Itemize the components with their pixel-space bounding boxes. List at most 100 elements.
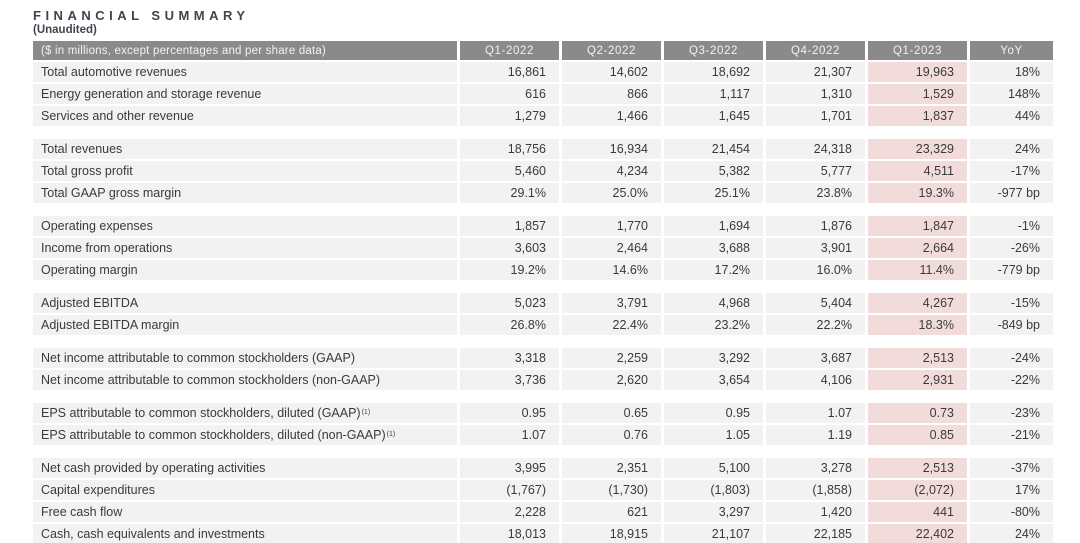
cell-q4-2022: 22,185 bbox=[766, 524, 865, 543]
cell-yoy: 18% bbox=[970, 62, 1053, 82]
cell-q2-2022: 621 bbox=[562, 502, 661, 522]
cell-yoy: -80% bbox=[970, 502, 1053, 522]
financial-summary-table: ($ in millions, except percentages and p… bbox=[33, 41, 1053, 543]
cell-q2-2022: 22.4% bbox=[562, 315, 661, 335]
column-header-q1-2023: Q1-2023 bbox=[868, 41, 967, 60]
cell-q1-2022: 3,603 bbox=[460, 238, 559, 258]
cell-q3-2022: 0.95 bbox=[664, 403, 763, 423]
table-row: Income from operations 3,603 2,464 3,688 3,9… bbox=[33, 238, 1053, 258]
cell-q2-2022: 14.6% bbox=[562, 260, 661, 280]
cell-q1-2023: 441 bbox=[868, 502, 967, 522]
cell-q2-2022: 2,351 bbox=[562, 458, 661, 478]
table-row: Total revenues 18,756 16,934 21,454 24,318 23… bbox=[33, 139, 1053, 159]
row-label: Total revenues bbox=[33, 139, 457, 159]
table-row: Total gross profit 5,460 4,234 5,382 5,777 4,… bbox=[33, 161, 1053, 181]
cell-q4-2022: 1,420 bbox=[766, 502, 865, 522]
group-separator bbox=[33, 392, 1053, 403]
column-header-q1-2022: Q1-2022 bbox=[460, 41, 559, 60]
cell-q3-2022: 1,645 bbox=[664, 106, 763, 126]
cell-q1-2023: 22,402 bbox=[868, 524, 967, 543]
cell-q2-2022: 0.76 bbox=[562, 425, 661, 445]
table-row: Net income attributable to common stockh… bbox=[33, 370, 1053, 390]
cell-q4-2022: 1,701 bbox=[766, 106, 865, 126]
cell-yoy: -23% bbox=[970, 403, 1053, 423]
group-separator bbox=[33, 205, 1053, 216]
cell-q3-2022: 4,968 bbox=[664, 293, 763, 313]
cell-q1-2023: 2,931 bbox=[868, 370, 967, 390]
cell-q3-2022: 3,292 bbox=[664, 348, 763, 368]
table-row: Total GAAP gross margin 29.1% 25.0% 25.1% 23… bbox=[33, 183, 1053, 203]
column-header-yoy: YoY bbox=[970, 41, 1053, 60]
cell-q1-2022: (1,767) bbox=[460, 480, 559, 500]
cell-yoy: -779 bp bbox=[970, 260, 1053, 280]
cell-q3-2022: (1,803) bbox=[664, 480, 763, 500]
cell-q3-2022: 3,654 bbox=[664, 370, 763, 390]
cell-q3-2022: 5,100 bbox=[664, 458, 763, 478]
cell-q1-2022: 5,460 bbox=[460, 161, 559, 181]
cell-q3-2022: 1,117 bbox=[664, 84, 763, 104]
cell-q1-2022: 1.07 bbox=[460, 425, 559, 445]
cell-q1-2023: 0.73 bbox=[868, 403, 967, 423]
cell-q4-2022: 1,876 bbox=[766, 216, 865, 236]
cell-q2-2022: 18,915 bbox=[562, 524, 661, 543]
cell-q1-2022: 29.1% bbox=[460, 183, 559, 203]
table-row: Net income attributable to common stockh… bbox=[33, 348, 1053, 368]
cell-q4-2022: 1.19 bbox=[766, 425, 865, 445]
row-label: Services and other revenue bbox=[33, 106, 457, 126]
row-label: Total gross profit bbox=[33, 161, 457, 181]
cell-q2-2022: 2,620 bbox=[562, 370, 661, 390]
column-header-q4-2022: Q4-2022 bbox=[766, 41, 865, 60]
table-row: Operating margin 19.2% 14.6% 17.2% 16.0% 11.4… bbox=[33, 260, 1053, 280]
cell-q4-2022: 3,278 bbox=[766, 458, 865, 478]
group-separator bbox=[33, 282, 1053, 293]
cell-q2-2022: 25.0% bbox=[562, 183, 661, 203]
cell-q1-2022: 3,995 bbox=[460, 458, 559, 478]
table-header-units-label: ($ in millions, except percentages and p… bbox=[33, 41, 457, 60]
row-label: Energy generation and storage revenue bbox=[33, 84, 457, 104]
row-label: Income from operations bbox=[33, 238, 457, 258]
cell-q1-2023: 23,329 bbox=[868, 139, 967, 159]
row-label: Free cash flow bbox=[33, 502, 457, 522]
cell-yoy: 44% bbox=[970, 106, 1053, 126]
table-row: Services and other revenue 1,279 1,466 1,64… bbox=[33, 106, 1053, 126]
cell-q1-2023: 2,513 bbox=[868, 348, 967, 368]
cell-q3-2022: 3,297 bbox=[664, 502, 763, 522]
cell-q4-2022: 3,687 bbox=[766, 348, 865, 368]
table-body: Total automotive revenues 16,861 14,602 18,… bbox=[33, 62, 1053, 543]
cell-q1-2022: 26.8% bbox=[460, 315, 559, 335]
cell-yoy: 148% bbox=[970, 84, 1053, 104]
cell-q1-2023: 18.3% bbox=[868, 315, 967, 335]
cell-q1-2023: 19.3% bbox=[868, 183, 967, 203]
cell-q1-2023: 19,963 bbox=[868, 62, 967, 82]
page-title: FINANCIAL SUMMARY bbox=[33, 8, 250, 23]
cell-q2-2022: (1,730) bbox=[562, 480, 661, 500]
group-separator bbox=[33, 337, 1053, 348]
cell-q3-2022: 21,107 bbox=[664, 524, 763, 543]
table-row: Adjusted EBITDA margin 26.8% 22.4% 23.2% 22.… bbox=[33, 315, 1053, 335]
table-row: Capital expenditures (1,767) (1,730) (1,803… bbox=[33, 480, 1053, 500]
cell-q3-2022: 17.2% bbox=[664, 260, 763, 280]
row-label: Total GAAP gross margin bbox=[33, 183, 457, 203]
cell-q1-2023: 2,513 bbox=[868, 458, 967, 478]
cell-q3-2022: 5,382 bbox=[664, 161, 763, 181]
cell-q1-2022: 616 bbox=[460, 84, 559, 104]
row-label: Cash, cash equivalents and investments bbox=[33, 524, 457, 543]
group-separator bbox=[33, 128, 1053, 139]
cell-q1-2022: 18,756 bbox=[460, 139, 559, 159]
cell-q4-2022: 1,310 bbox=[766, 84, 865, 104]
row-label: EPS attributable to common stockholders,… bbox=[33, 403, 457, 423]
cell-q1-2023: 1,529 bbox=[868, 84, 967, 104]
table-row: Net cash provided by operating activitie… bbox=[33, 458, 1053, 478]
cell-q3-2022: 21,454 bbox=[664, 139, 763, 159]
row-label: Net income attributable to common stockh… bbox=[33, 370, 457, 390]
cell-q2-2022: 1,466 bbox=[562, 106, 661, 126]
cell-q1-2022: 18,013 bbox=[460, 524, 559, 543]
cell-q1-2022: 16,861 bbox=[460, 62, 559, 82]
cell-q1-2023: 4,511 bbox=[868, 161, 967, 181]
cell-q4-2022: 5,404 bbox=[766, 293, 865, 313]
cell-yoy: -17% bbox=[970, 161, 1053, 181]
cell-q1-2022: 2,228 bbox=[460, 502, 559, 522]
cell-q1-2022: 3,318 bbox=[460, 348, 559, 368]
table-row: EPS attributable to common stockholders,… bbox=[33, 425, 1053, 445]
